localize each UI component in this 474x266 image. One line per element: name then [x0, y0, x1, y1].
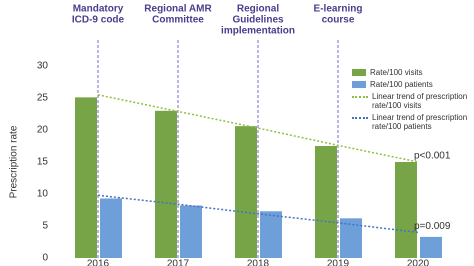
bar: [75, 97, 97, 258]
x-tick-label: 2019: [327, 259, 350, 266]
p-value: p<0.001: [414, 151, 451, 162]
bar: [395, 162, 417, 258]
legend-swatch: [352, 69, 366, 76]
y-tick-label: 0: [42, 253, 48, 264]
event-label: course: [322, 15, 355, 26]
x-tick-label: 2020: [407, 259, 430, 266]
event-label: E-learning: [314, 4, 363, 15]
bar: [340, 218, 362, 258]
legend-entry: Linear trend of prescription rate/100 pa…: [352, 113, 472, 131]
y-tick-label: 30: [37, 61, 49, 72]
bar: [180, 205, 202, 258]
bar: [315, 146, 337, 258]
event-label: Mandatory: [73, 4, 124, 15]
event-label: Guidelines: [232, 15, 284, 26]
event-label: Regional AMR: [144, 4, 212, 15]
legend-entry: Rate/100 visits: [352, 68, 472, 77]
bar: [260, 211, 282, 258]
legend-swatch: [352, 117, 368, 119]
legend-label: Rate/100 visits: [370, 68, 423, 77]
legend-entry: Rate/100 patients: [352, 80, 472, 89]
event-label: Committee: [152, 15, 204, 26]
y-tick-label: 15: [37, 157, 49, 168]
x-tick-label: 2018: [247, 259, 270, 266]
bar: [235, 126, 257, 258]
legend-label: Linear trend of prescription rate/100 vi…: [372, 92, 468, 110]
bar: [155, 110, 177, 258]
event-label: implementation: [221, 26, 295, 37]
y-tick-label: 20: [37, 125, 49, 136]
event-label: ICD-9 code: [72, 15, 125, 26]
x-tick-label: 2017: [167, 259, 190, 266]
y-axis-label: Prescription rate: [9, 125, 20, 198]
p-value: p=0.009: [414, 221, 451, 232]
bar: [100, 198, 122, 258]
legend: Rate/100 visits Rate/100 patients Linear t…: [352, 68, 472, 134]
legend-swatch: [352, 96, 368, 98]
event-label: Regional: [237, 4, 279, 15]
legend-label: Rate/100 patients: [370, 80, 433, 89]
legend-label: Linear trend of prescription rate/100 pa…: [372, 113, 468, 131]
bar: [420, 236, 442, 258]
trend-line: [97, 194, 419, 234]
y-tick-label: 10: [37, 189, 49, 200]
y-tick-label: 25: [37, 93, 49, 104]
x-tick-label: 2016: [87, 259, 110, 266]
trend-line: [97, 94, 419, 163]
legend-swatch: [352, 81, 366, 88]
legend-entry: Linear trend of prescription rate/100 vi…: [352, 92, 472, 110]
y-tick-label: 5: [42, 221, 48, 232]
